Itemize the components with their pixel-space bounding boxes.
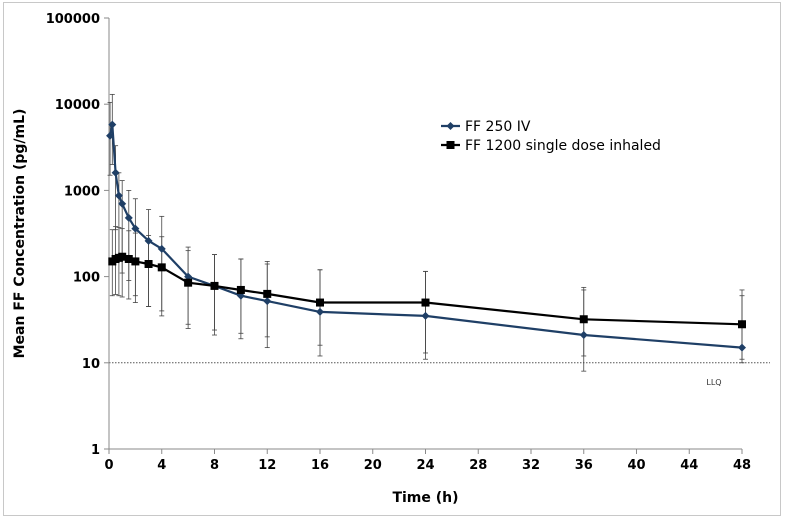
data-point-2 <box>421 298 430 307</box>
x-tick-label: 48 <box>733 458 751 473</box>
x-tick-label: 8 <box>210 458 219 473</box>
error-bar <box>185 250 191 325</box>
data-point-1 <box>184 272 193 281</box>
data-point-2 <box>236 285 245 294</box>
data-point-1 <box>106 131 115 140</box>
data-point-1 <box>124 213 133 222</box>
data-point-2 <box>124 255 133 264</box>
y-tick-label: 10 <box>82 357 100 372</box>
data-point-2 <box>118 252 127 261</box>
legend-item-2: FF 1200 single dose inhaled <box>441 138 661 154</box>
x-tick-label: 0 <box>104 458 113 473</box>
legend-marker <box>446 141 455 149</box>
legend-marker <box>446 122 455 130</box>
y-tick-label: 100000 <box>46 12 100 27</box>
error-bar <box>146 235 152 307</box>
x-tick-label: 16 <box>311 458 329 473</box>
data-point-1 <box>316 307 324 316</box>
data-point-2 <box>144 260 153 269</box>
error-bar <box>317 269 323 346</box>
data-point-2 <box>316 298 324 307</box>
data-point-2 <box>157 263 166 272</box>
x-tick-label: 24 <box>416 458 434 473</box>
legend-label: FF 1200 single dose inhaled <box>465 138 661 154</box>
data-point-1 <box>263 297 272 306</box>
data-point-2 <box>263 289 272 298</box>
legend-item-1: FF 250 IV <box>441 119 531 135</box>
chart-frame: LLQ 1 10 100 1000 10000 100000 0 4 8 12 16 20 24 28 32 3… <box>3 2 781 516</box>
data-point-1 <box>111 168 120 177</box>
x-tick-label: 28 <box>469 458 487 473</box>
data-point-2 <box>131 257 140 266</box>
data-point-1 <box>157 244 166 253</box>
data-point-2 <box>738 320 746 329</box>
data-point-1 <box>114 191 123 200</box>
error-bar <box>119 228 125 298</box>
y-tick-label: 10000 <box>55 98 100 113</box>
error-bar <box>132 232 138 303</box>
y-tick-label: 1 <box>91 443 100 458</box>
error-bar <box>126 230 132 300</box>
data-point-1 <box>579 331 588 340</box>
x-tick-label: 40 <box>627 458 645 473</box>
legend-label: FF 250 IV <box>465 119 531 135</box>
data-point-1 <box>108 120 117 129</box>
y-tick-label: 100 <box>73 271 100 286</box>
y-axis-title: Mean FF Concentration (pg/mL) <box>12 109 28 359</box>
x-tick-label: 20 <box>364 458 382 473</box>
y-tick-label: 1000 <box>64 184 100 199</box>
x-tick-label: 36 <box>575 458 593 473</box>
error-bar <box>212 254 217 331</box>
reference-line-label: LLQ <box>706 378 721 387</box>
x-tick-label: 32 <box>522 458 540 473</box>
data-point-1 <box>131 224 140 233</box>
data-point-1 <box>118 199 127 208</box>
x-tick-label: 4 <box>157 458 166 473</box>
x-axis-title: Time (h) <box>392 490 458 506</box>
x-tick-label: 12 <box>258 458 276 473</box>
data-point-1 <box>738 343 746 352</box>
data-point-2 <box>210 281 219 290</box>
data-point-2 <box>579 315 588 324</box>
x-tick-label: 44 <box>680 458 698 473</box>
data-point-1 <box>144 236 153 245</box>
data-point-1 <box>421 311 430 320</box>
data-point-2 <box>184 278 193 287</box>
